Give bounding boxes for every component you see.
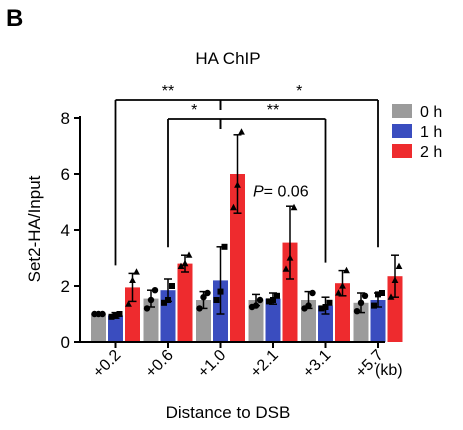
y-tick-label: 4 (61, 221, 70, 240)
error-bar (233, 134, 242, 214)
data-point-triangle (129, 276, 136, 283)
x-axis-label: Distance to DSB (166, 403, 291, 422)
bar-+0.2-0h (91, 314, 106, 342)
data-point-circle (196, 305, 203, 312)
data-point-triangle (185, 251, 193, 258)
data-point-square (161, 299, 167, 306)
y-tick-label: 8 (61, 109, 70, 128)
significance-label: * (296, 83, 302, 100)
data-point-triangle (230, 203, 237, 211)
data-point-triangle (181, 259, 189, 267)
significance-label: ** (162, 83, 174, 100)
data-point-square (112, 312, 119, 319)
data-point-circle (151, 287, 159, 294)
data-point-square (270, 297, 276, 303)
y-tick-label: 0 (61, 333, 70, 352)
data-point-square (116, 311, 123, 317)
comparison-bracket (219, 118, 327, 263)
data-point-triangle (177, 262, 185, 269)
y-tick-label: 6 (61, 165, 70, 184)
x-tick-label: +0.6 (142, 347, 176, 381)
data-point-triangle (125, 300, 132, 307)
data-points (91, 128, 403, 320)
data-point-square (371, 302, 377, 309)
pvalue-value: = 0.06 (264, 184, 309, 201)
data-point-triangle (339, 282, 346, 289)
data-point-square (217, 288, 224, 295)
legend-label-1h: 1 h (420, 124, 442, 141)
pvalue-label: P= 0.06 (253, 184, 309, 201)
significance-annotations: *** ***P= 0.06 (114, 83, 379, 266)
data-point-circle (147, 296, 155, 304)
bar-+2.1-0h (248, 300, 264, 342)
significance-label: * (191, 102, 197, 119)
data-point-circle (305, 302, 312, 309)
y-tick-label: 2 (61, 277, 70, 296)
data-point-square (379, 290, 385, 296)
legend-label-2h: 2 h (420, 144, 442, 161)
legend-label-0h: 0 h (420, 104, 442, 121)
x-tick-label: +2.1 (247, 347, 281, 381)
data-point-square (213, 297, 220, 303)
data-point-triangle (343, 266, 350, 274)
chart-title: HA ChIP (195, 49, 260, 68)
data-point-square (169, 283, 175, 289)
legend-swatch-0h (392, 104, 412, 118)
data-point-square (266, 298, 272, 305)
bar-+5.7-2h (387, 276, 403, 342)
pvalue-symbol: P (253, 184, 264, 201)
data-point-square (274, 292, 280, 299)
data-point-square (326, 299, 333, 306)
data-point-triangle (133, 268, 140, 275)
data-point-circle (252, 302, 260, 309)
y-axis-label: Set2-HA/Input (25, 175, 44, 282)
data-point-square (221, 243, 228, 250)
data-point-triangle (391, 276, 399, 283)
data-point-square (165, 297, 171, 303)
bar-+5.7-1h (370, 300, 386, 342)
data-point-circle (357, 299, 365, 306)
data-point-triangle (290, 203, 298, 211)
x-tick-label: +0.2 (90, 347, 124, 381)
data-point-triangle (234, 181, 241, 188)
bar-+2.1-1h (265, 298, 281, 342)
data-point-triangle (238, 128, 245, 135)
data-point-circle (200, 294, 207, 301)
data-point-circle (361, 292, 369, 299)
legend: 0 h 1 h 2 h (392, 104, 442, 161)
bar-+0.2-1h (108, 315, 123, 342)
x-tick-label: +3.1 (300, 347, 334, 381)
data-point-triangle (395, 262, 403, 269)
comparison-bracket (219, 99, 379, 248)
legend-swatch-1h (392, 124, 412, 138)
data-point-triangle (282, 265, 290, 272)
data-point-square (108, 313, 115, 320)
data-point-triangle (335, 289, 342, 296)
bar-+0.6-2h (177, 263, 193, 342)
data-point-circle (204, 289, 211, 297)
data-point-square (322, 304, 329, 310)
error-bar (286, 205, 294, 280)
data-point-circle (143, 305, 151, 312)
data-point-square (318, 305, 325, 312)
data-point-circle (256, 296, 264, 304)
data-point-triangle (387, 293, 395, 300)
significance-label: ** (267, 102, 279, 119)
data-point-triangle (286, 254, 294, 261)
bar-+3.1-2h (335, 283, 350, 342)
comparison-bracket (167, 118, 222, 248)
panel-label: B (6, 5, 23, 32)
x-tick-label: +1.0 (195, 347, 229, 381)
legend-swatch-2h (392, 144, 412, 158)
data-point-circle (309, 289, 316, 297)
x-unit-label: (kb) (375, 362, 403, 379)
data-point-square (375, 291, 381, 298)
data-point-circle (99, 310, 106, 318)
bar-+1.0-2h (230, 174, 245, 342)
data-point-circle (353, 308, 361, 315)
